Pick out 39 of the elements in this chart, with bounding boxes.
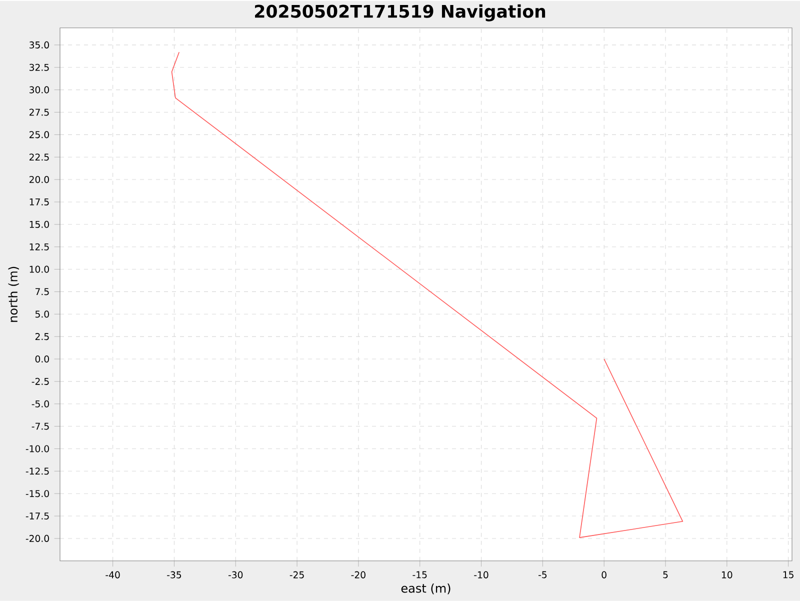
chart-title: 20250502T171519 Navigation xyxy=(255,4,546,22)
y-tick-label: -12.5 xyxy=(26,468,49,475)
x-tick-label: -15 xyxy=(412,571,427,578)
y-tick-label: -20.0 xyxy=(26,534,49,542)
y-tick-label: 10.0 xyxy=(30,266,49,273)
y-tick-label: -7.5 xyxy=(32,422,49,430)
x-tick-label: -40 xyxy=(106,571,120,578)
x-tick-label: -10 xyxy=(474,571,488,578)
x-tick-label: -30 xyxy=(228,571,243,578)
x-tick-label: -25 xyxy=(290,571,304,578)
x-tick-label: 0 xyxy=(602,571,606,578)
x-tick-label: 10 xyxy=(722,571,732,578)
y-tick-label: -2.5 xyxy=(32,378,49,385)
y-tick-label: -10.0 xyxy=(26,445,49,452)
y-axis-title: north (m) xyxy=(8,266,19,322)
y-tick-label: -5.0 xyxy=(32,400,49,408)
x-tick-label: -20 xyxy=(351,571,366,578)
y-tick-label: 22.5 xyxy=(30,154,49,161)
x-tick-label: 15 xyxy=(783,571,794,578)
y-tick-label: -15.0 xyxy=(26,490,49,498)
y-tick-label: 30.0 xyxy=(30,86,49,94)
y-tick-label: 15.0 xyxy=(30,220,49,228)
y-tick-label: 27.5 xyxy=(30,108,49,116)
x-tick-label: -5 xyxy=(538,571,547,578)
y-tick-label: 0.0 xyxy=(35,356,49,363)
y-tick-label: 5.0 xyxy=(35,310,49,318)
line-series xyxy=(171,52,684,538)
y-tick-label: 25.0 xyxy=(30,131,49,138)
y-tick-label: 12.5 xyxy=(30,243,49,250)
y-tick-label: 2.5 xyxy=(35,333,49,340)
x-tick-label: -35 xyxy=(167,571,182,578)
y-tick-label: 32.5 xyxy=(30,64,49,71)
y-tick-label: -17.5 xyxy=(26,512,49,520)
y-tick-label: 17.5 xyxy=(30,198,49,206)
x-tick-label: 5 xyxy=(663,571,668,578)
y-tick-label: 35.0 xyxy=(30,41,49,49)
x-axis-title: east (m) xyxy=(401,584,450,594)
y-tick-label: 7.5 xyxy=(36,288,49,296)
y-tick-label: 20.0 xyxy=(30,176,49,184)
